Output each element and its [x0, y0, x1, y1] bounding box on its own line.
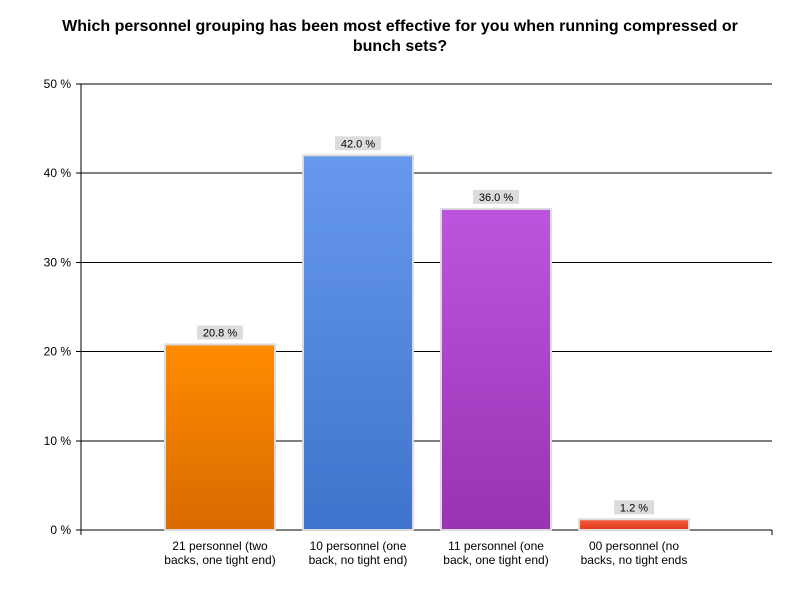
data-label: 42.0 % [341, 138, 375, 150]
data-label-box [614, 500, 654, 515]
y-tick-label: 10 % [44, 434, 72, 448]
bar [578, 518, 690, 532]
bar [302, 154, 414, 532]
chart-title: Which personnel grouping has been most e… [62, 18, 738, 55]
category-label: 10 personnel (one back, no tight end) [309, 539, 408, 567]
data-labels: 20.8 % 42.0 % 36.0 % 1.2 % [197, 136, 654, 515]
y-tick-label: 0 % [50, 523, 71, 537]
data-label: 20.8 % [203, 327, 237, 339]
bar [440, 207, 552, 531]
y-tick-label: 50 % [44, 77, 72, 91]
category-label: 21 personnel (two backs, one tight end) [164, 539, 275, 567]
y-tick-label: 20 % [44, 345, 72, 359]
bar [164, 343, 276, 531]
data-label-box [335, 136, 381, 151]
data-label-box [473, 189, 519, 204]
category-label: 11 personnel (one back, one tight end) [443, 539, 548, 567]
data-label: 1.2 % [620, 502, 648, 514]
category-label: 00 personnel (no backs, no tight ends [581, 539, 688, 567]
data-label-box [197, 325, 243, 340]
data-label: 36.0 % [479, 192, 513, 204]
bars [164, 154, 690, 532]
y-tick-label: 40 % [44, 166, 72, 180]
y-tick-label: 30 % [44, 255, 72, 269]
category-labels: 21 personnel (two backs, one tight end) 10… [164, 539, 687, 567]
